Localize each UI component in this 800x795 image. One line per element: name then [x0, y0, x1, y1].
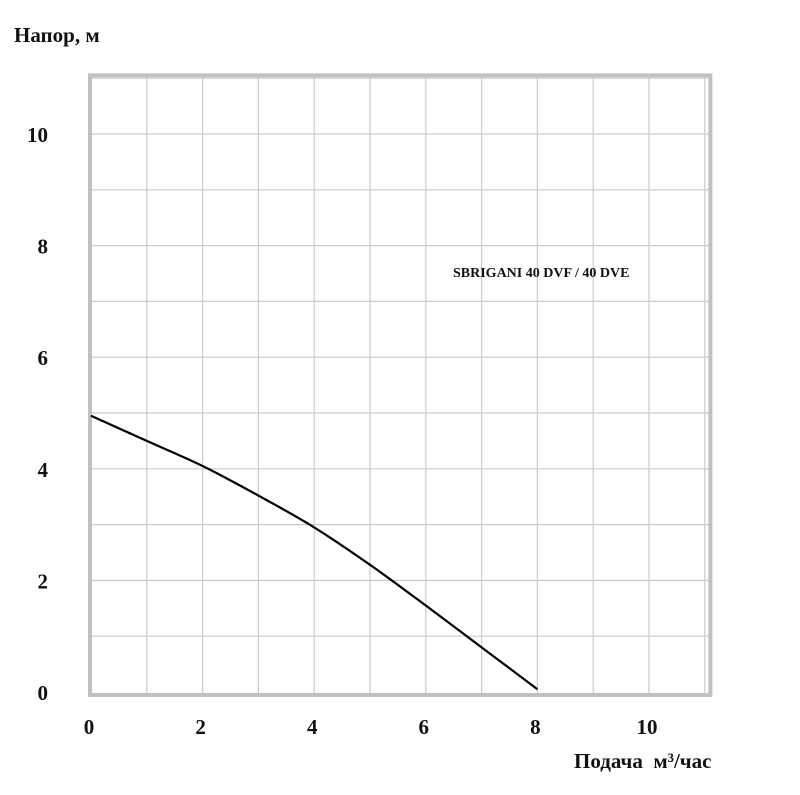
y-ticks: 0 2 4 6 8 10 — [27, 123, 49, 705]
y-axis-label: Напор, м — [14, 23, 100, 47]
y-tick-label: 10 — [27, 123, 48, 147]
x-tick-label: 0 — [84, 715, 95, 739]
x-tick-label: 2 — [195, 715, 206, 739]
grid — [91, 75, 711, 695]
x-tick-label: 8 — [530, 715, 541, 739]
y-tick-label: 0 — [38, 681, 49, 705]
y-tick-label: 2 — [38, 569, 49, 593]
y-tick-label: 8 — [38, 235, 49, 259]
model-annotation: SBRIGANI 40 DVF / 40 DVE — [453, 266, 629, 281]
y-tick-label: 6 — [38, 346, 49, 370]
y-tick-label: 4 — [38, 458, 49, 482]
x-axis-label: Подача м³/час — [574, 749, 711, 773]
plot-frame — [88, 73, 713, 698]
x-tick-label: 6 — [419, 715, 430, 739]
x-ticks: 0 2 4 6 8 10 — [84, 715, 658, 739]
x-tick-label: 10 — [637, 715, 658, 739]
x-tick-label: 4 — [307, 715, 318, 739]
series-line — [90, 414, 539, 691]
